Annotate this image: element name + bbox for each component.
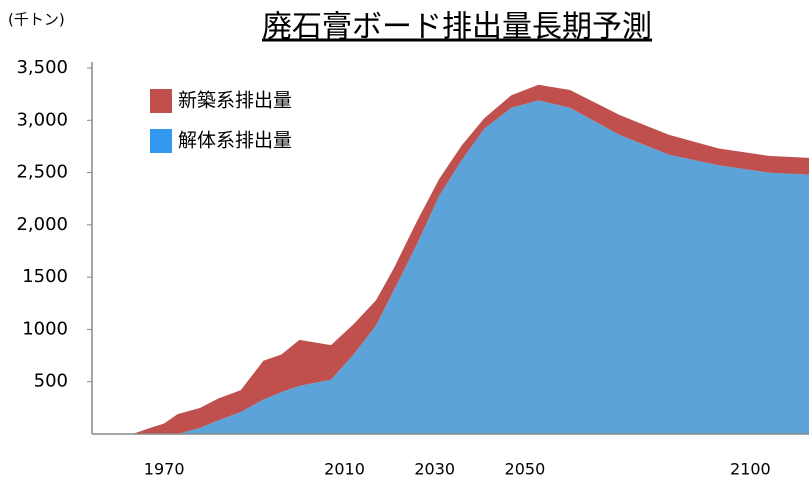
y-tick-label: 2,000 [16, 214, 68, 235]
chart-title: 廃石膏ボード排出量長期予測 [262, 10, 652, 45]
x-tick-label: 2010 [324, 460, 365, 479]
area [132, 84, 809, 434]
x-tick-label: 2100 [730, 460, 771, 479]
legend-label: 新築系排出量 [178, 90, 292, 112]
y-tick-label: 3,500 [16, 57, 68, 78]
y-axis-label: (千トン) [8, 11, 65, 29]
legend-label: 解体系排出量 [178, 130, 292, 152]
x-tick-label: 1970 [144, 460, 185, 479]
y-tick-label: 2,500 [16, 162, 68, 183]
y-tick-label: 3,000 [16, 109, 68, 130]
y-tick-label: 1000 [22, 318, 68, 339]
legend-swatch [150, 89, 172, 113]
legend-swatch [150, 129, 172, 153]
y-tick-label: 500 [34, 371, 68, 392]
y-tick-label: 1500 [22, 266, 68, 287]
x-tick-label: 2030 [414, 460, 455, 479]
x-tick-label: 2050 [505, 460, 546, 479]
area [132, 100, 809, 434]
